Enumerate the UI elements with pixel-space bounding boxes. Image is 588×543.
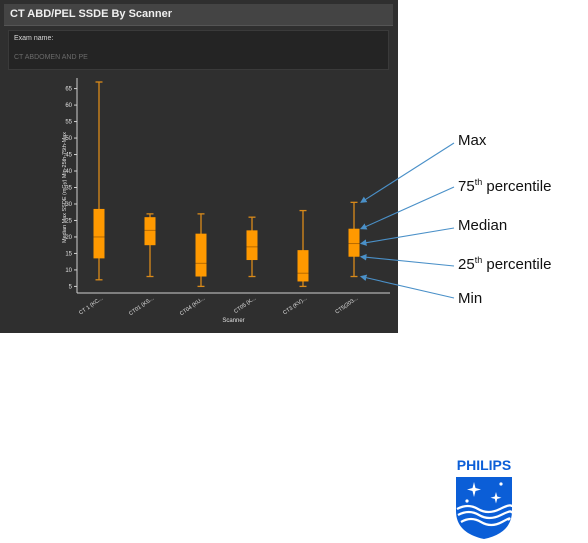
y-tick-label: 40: [65, 169, 72, 175]
y-tick-label: 10: [65, 268, 72, 274]
chart-panel: CT ABD/PEL SSDE By Scanner Exam name:: [0, 0, 398, 333]
arrow-median: [359, 227, 455, 246]
callout-arrows: [359, 142, 455, 299]
callout-75th-percentile: 75th percentile: [458, 177, 552, 195]
y-tick-label: 15: [65, 251, 72, 257]
callout-min: Min: [458, 290, 483, 307]
panel-title: CT ABD/PEL SSDE By Scanner: [10, 8, 172, 20]
box-plot-chart: 5 10 15 20 25 30 35 40 45 50 55 60 65 Median Max SSDE…: [62, 78, 390, 324]
arrow-max: [360, 142, 455, 203]
y-axis-title: Median Max SSDE (mGy) Min-25th-75th-Max: [62, 132, 68, 243]
exam-name-label: Exam name:: [14, 35, 54, 42]
iqr-box: [144, 217, 156, 246]
y-tick-label: 5: [69, 284, 73, 290]
philips-logo: PHILIPS: [456, 457, 514, 539]
philips-wordmark: PHILIPS: [457, 457, 511, 473]
arrow-min: [359, 274, 455, 299]
y-tick-label: 65: [65, 87, 72, 93]
exam-filter: Exam name:: [8, 30, 389, 70]
callout-max: Max: [458, 132, 487, 149]
arrow-75th-percentile: [359, 186, 455, 230]
iqr-box: [195, 233, 207, 277]
iqr-box: [246, 230, 258, 261]
exam-name-input[interactable]: [14, 50, 374, 64]
y-tick-label: 55: [65, 120, 72, 126]
iqr-box: [93, 208, 105, 259]
y-tick-label: 50: [65, 136, 72, 142]
y-tick-label: 35: [65, 186, 72, 192]
y-tick-label: 30: [65, 202, 72, 208]
iqr-box: [297, 250, 309, 282]
panel-header: CT ABD/PEL SSDE By Scanner: [4, 4, 393, 26]
callout-median: Median: [458, 217, 508, 234]
y-tick-label: 60: [65, 103, 72, 109]
arrow-25th-percentile: [359, 253, 455, 267]
y-tick-label: 45: [65, 153, 72, 159]
x-axis-title: Scanner: [222, 318, 244, 324]
callout-25th-percentile: 25th percentile: [458, 255, 552, 273]
y-tick-label: 20: [65, 235, 72, 241]
y-tick-label: 25: [65, 218, 72, 224]
iqr-box: [348, 228, 360, 257]
